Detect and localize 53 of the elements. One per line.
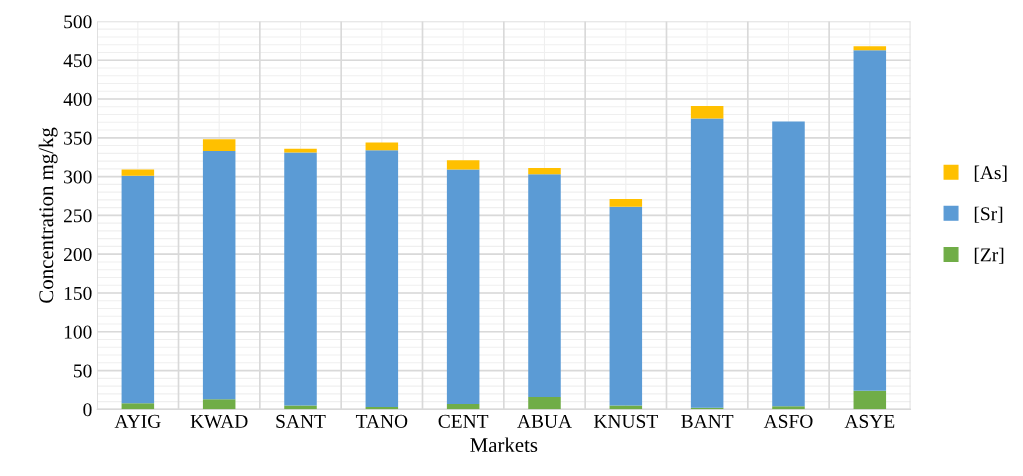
bar xyxy=(772,406,805,410)
bar xyxy=(365,150,399,408)
x-tick-label: ASYE xyxy=(844,414,895,428)
y-tick-label: 150 xyxy=(64,286,92,300)
bar xyxy=(853,46,887,51)
bar xyxy=(528,174,561,397)
bar xyxy=(853,390,887,410)
x-axis-title: Markets xyxy=(470,437,538,453)
legend-label: [As] xyxy=(974,165,1007,182)
bar xyxy=(284,148,317,153)
x-tick-label: KNUST xyxy=(593,414,658,428)
y-tick-label: 450 xyxy=(63,54,92,68)
bar xyxy=(202,399,236,410)
bar xyxy=(853,50,887,391)
y-tick-label: 350 xyxy=(64,131,92,145)
bar xyxy=(446,169,480,404)
y-tick-label: 200 xyxy=(64,248,92,262)
bar xyxy=(446,403,480,410)
bar xyxy=(609,206,643,406)
x-tick-label: SANT xyxy=(276,414,326,428)
x-tick-label: ABUA xyxy=(517,414,572,428)
bar xyxy=(121,175,155,404)
bar xyxy=(446,160,480,170)
bar xyxy=(202,139,236,151)
y-tick-label: 50 xyxy=(74,364,92,378)
bar xyxy=(609,405,643,410)
bar xyxy=(772,121,805,407)
y-axis-title: Concentration mg/kg xyxy=(38,127,58,303)
x-tick-label: BANT xyxy=(681,414,734,428)
bar xyxy=(690,118,724,408)
legend-label: [Zr] xyxy=(974,247,1004,264)
bar xyxy=(365,142,399,151)
y-tick-label: 400 xyxy=(63,92,92,106)
x-tick-label: TANO xyxy=(355,414,408,428)
bar xyxy=(690,105,724,119)
legend-label: [Sr] xyxy=(974,206,1003,223)
bar xyxy=(202,150,236,400)
bar xyxy=(528,168,561,175)
y-tick-label: 0 xyxy=(83,403,92,417)
x-tick-label: AYIG xyxy=(114,414,161,428)
bar xyxy=(609,199,643,207)
bar xyxy=(121,169,155,176)
bar xyxy=(284,152,317,406)
y-tick-label: 500 xyxy=(64,15,92,29)
bar xyxy=(528,396,561,410)
bar xyxy=(284,405,317,410)
bar xyxy=(121,403,155,410)
y-tick-label: 250 xyxy=(64,209,92,223)
x-tick-label: ASFO xyxy=(763,414,813,428)
y-tick-label: 100 xyxy=(64,325,92,339)
x-tick-label: CENT xyxy=(438,414,489,428)
y-tick-label: 300 xyxy=(64,170,92,184)
x-tick-label: KWAD xyxy=(190,414,248,429)
